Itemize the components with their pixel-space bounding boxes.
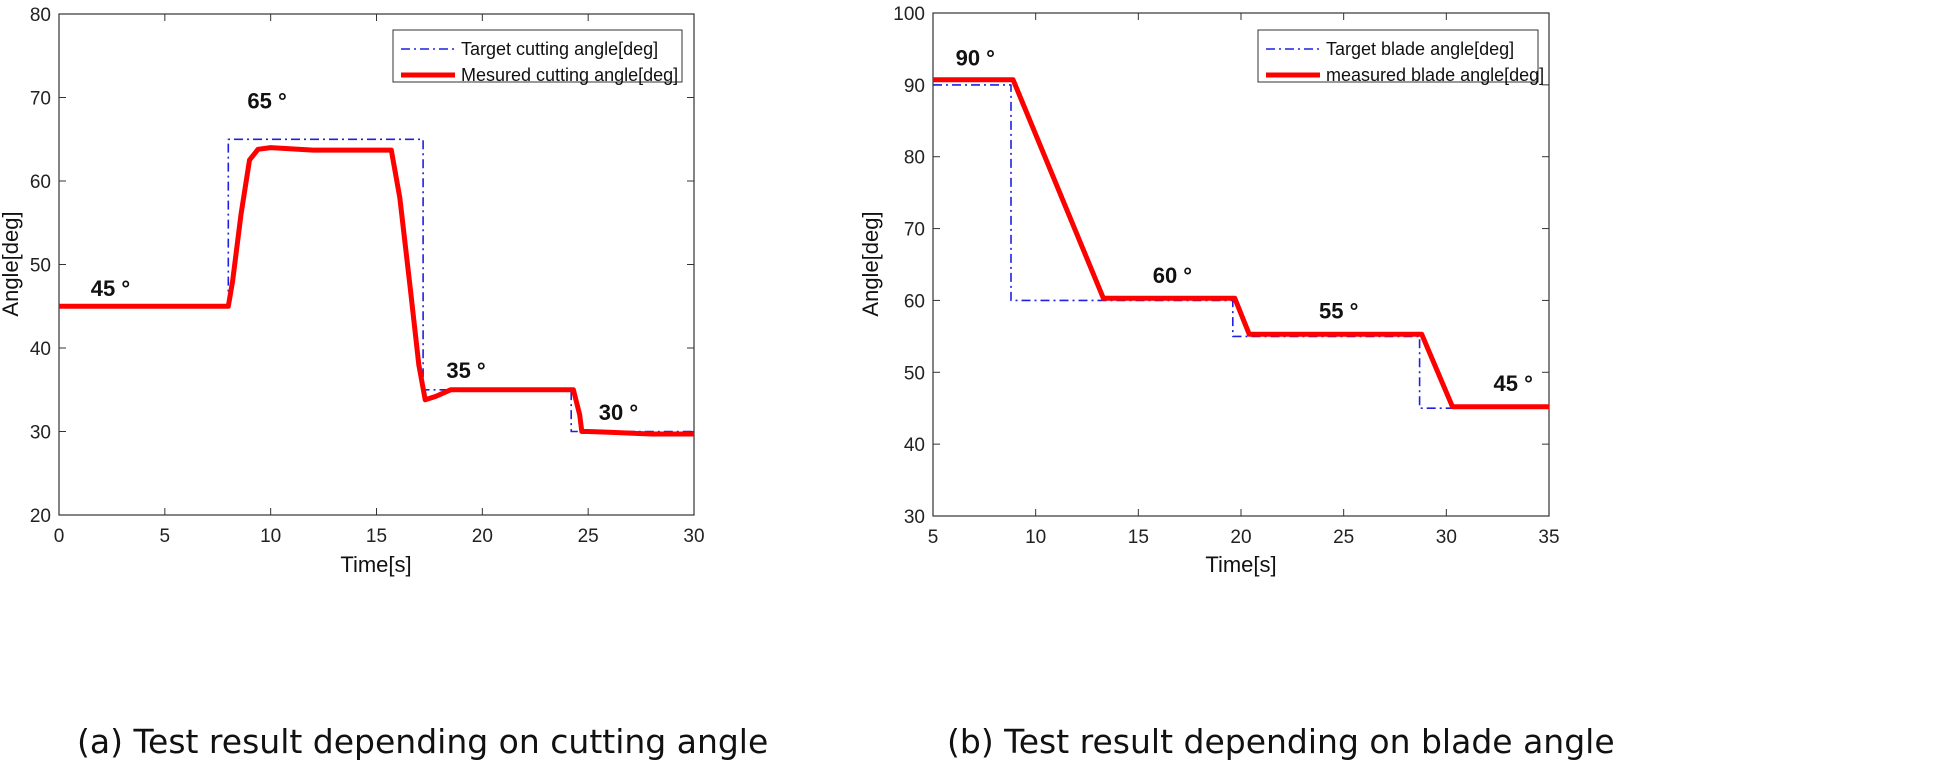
y-tick-label: 70 bbox=[904, 220, 925, 241]
x-tick-label: 25 bbox=[1333, 527, 1354, 548]
y-tick-label: 30 bbox=[30, 423, 51, 444]
chart-a-caption: (a) Test result depending on cutting ang… bbox=[77, 722, 769, 761]
series-line-measured bbox=[59, 145, 694, 437]
chart-panel-a: 0 5 10 15 20 25 30 20 30 40 50 60 70 80 Time[s] Angle[d… bbox=[0, 0, 967, 772]
chart-b-caption: (b) Test result depending on blade angle bbox=[947, 722, 1615, 761]
y-tick-label: 20 bbox=[30, 506, 51, 527]
y-tick-label: 80 bbox=[30, 5, 51, 26]
x-tick-label: 5 bbox=[928, 527, 939, 548]
y-tick-label: 90 bbox=[904, 76, 925, 97]
legend-entry: Mesured cutting angle[deg] bbox=[461, 65, 678, 85]
data-annotation: 45 ° bbox=[91, 276, 130, 301]
y-tick-label: 50 bbox=[904, 363, 925, 384]
x-tick-label: 35 bbox=[1538, 527, 1559, 548]
x-axis-label: Time[s] bbox=[340, 552, 411, 577]
x-tick-label: 20 bbox=[472, 526, 493, 547]
x-tick-label: 30 bbox=[683, 526, 704, 547]
x-tick-label: 25 bbox=[578, 526, 599, 547]
x-tick-label: 15 bbox=[1128, 527, 1149, 548]
y-tick-label: 40 bbox=[904, 435, 925, 456]
series-line-measured bbox=[933, 77, 1549, 410]
y-tick-label: 60 bbox=[30, 172, 51, 193]
y-tick-label: 50 bbox=[30, 256, 51, 277]
legend: Target cutting angle[deg] Mesured cutting… bbox=[392, 29, 683, 85]
y-tick-label: 40 bbox=[30, 339, 51, 360]
chart-panel-b: 5 10 15 20 25 30 35 30 40 50 60 70 80 90 100 Time[s] Ang… bbox=[858, 0, 1935, 772]
x-tick-label: 10 bbox=[260, 526, 281, 547]
y-axis-label: Angle[deg] bbox=[0, 211, 23, 316]
data-annotation: 30 ° bbox=[599, 400, 638, 425]
data-annotation: 65 ° bbox=[247, 88, 286, 113]
data-annotation: 45 ° bbox=[1494, 371, 1533, 396]
series-line-target bbox=[59, 138, 694, 433]
x-tick-label: 10 bbox=[1025, 527, 1046, 548]
chart-a-svg: 0 5 10 15 20 25 30 20 30 40 50 60 70 80 Time[s] Angle[d… bbox=[0, 5, 705, 577]
data-annotation: 55 ° bbox=[1319, 298, 1358, 323]
y-axis-label: Angle[deg] bbox=[858, 211, 883, 316]
x-tick-label: 0 bbox=[54, 526, 65, 547]
y-tick-label: 70 bbox=[30, 89, 51, 110]
data-annotation: 35 ° bbox=[446, 358, 485, 383]
data-annotation: 60 ° bbox=[1153, 263, 1192, 288]
x-tick-label: 5 bbox=[160, 526, 171, 547]
y-tick-label: 80 bbox=[904, 148, 925, 169]
x-axis-label: Time[s] bbox=[1205, 552, 1276, 577]
chart-b-svg: 5 10 15 20 25 30 35 30 40 50 60 70 80 90 100 Time[s] Ang… bbox=[858, 4, 1560, 577]
legend: Target blade angle[deg] measured blade an… bbox=[1257, 29, 1544, 85]
legend-entry: Target blade angle[deg] bbox=[1326, 39, 1514, 59]
x-tick-label: 20 bbox=[1230, 527, 1251, 548]
x-tick-label: 30 bbox=[1436, 527, 1457, 548]
y-tick-label: 60 bbox=[904, 291, 925, 312]
plot-area-frame bbox=[58, 13, 695, 516]
y-tick-label: 100 bbox=[893, 4, 925, 25]
y-tick-label: 30 bbox=[904, 507, 925, 528]
x-tick-label: 15 bbox=[366, 526, 387, 547]
legend-entry: measured blade angle[deg] bbox=[1326, 65, 1544, 85]
series-line-target bbox=[933, 84, 1549, 410]
data-annotation: 90 ° bbox=[956, 45, 995, 70]
legend-entry: Target cutting angle[deg] bbox=[461, 39, 658, 59]
plot-area-frame bbox=[932, 12, 1550, 517]
